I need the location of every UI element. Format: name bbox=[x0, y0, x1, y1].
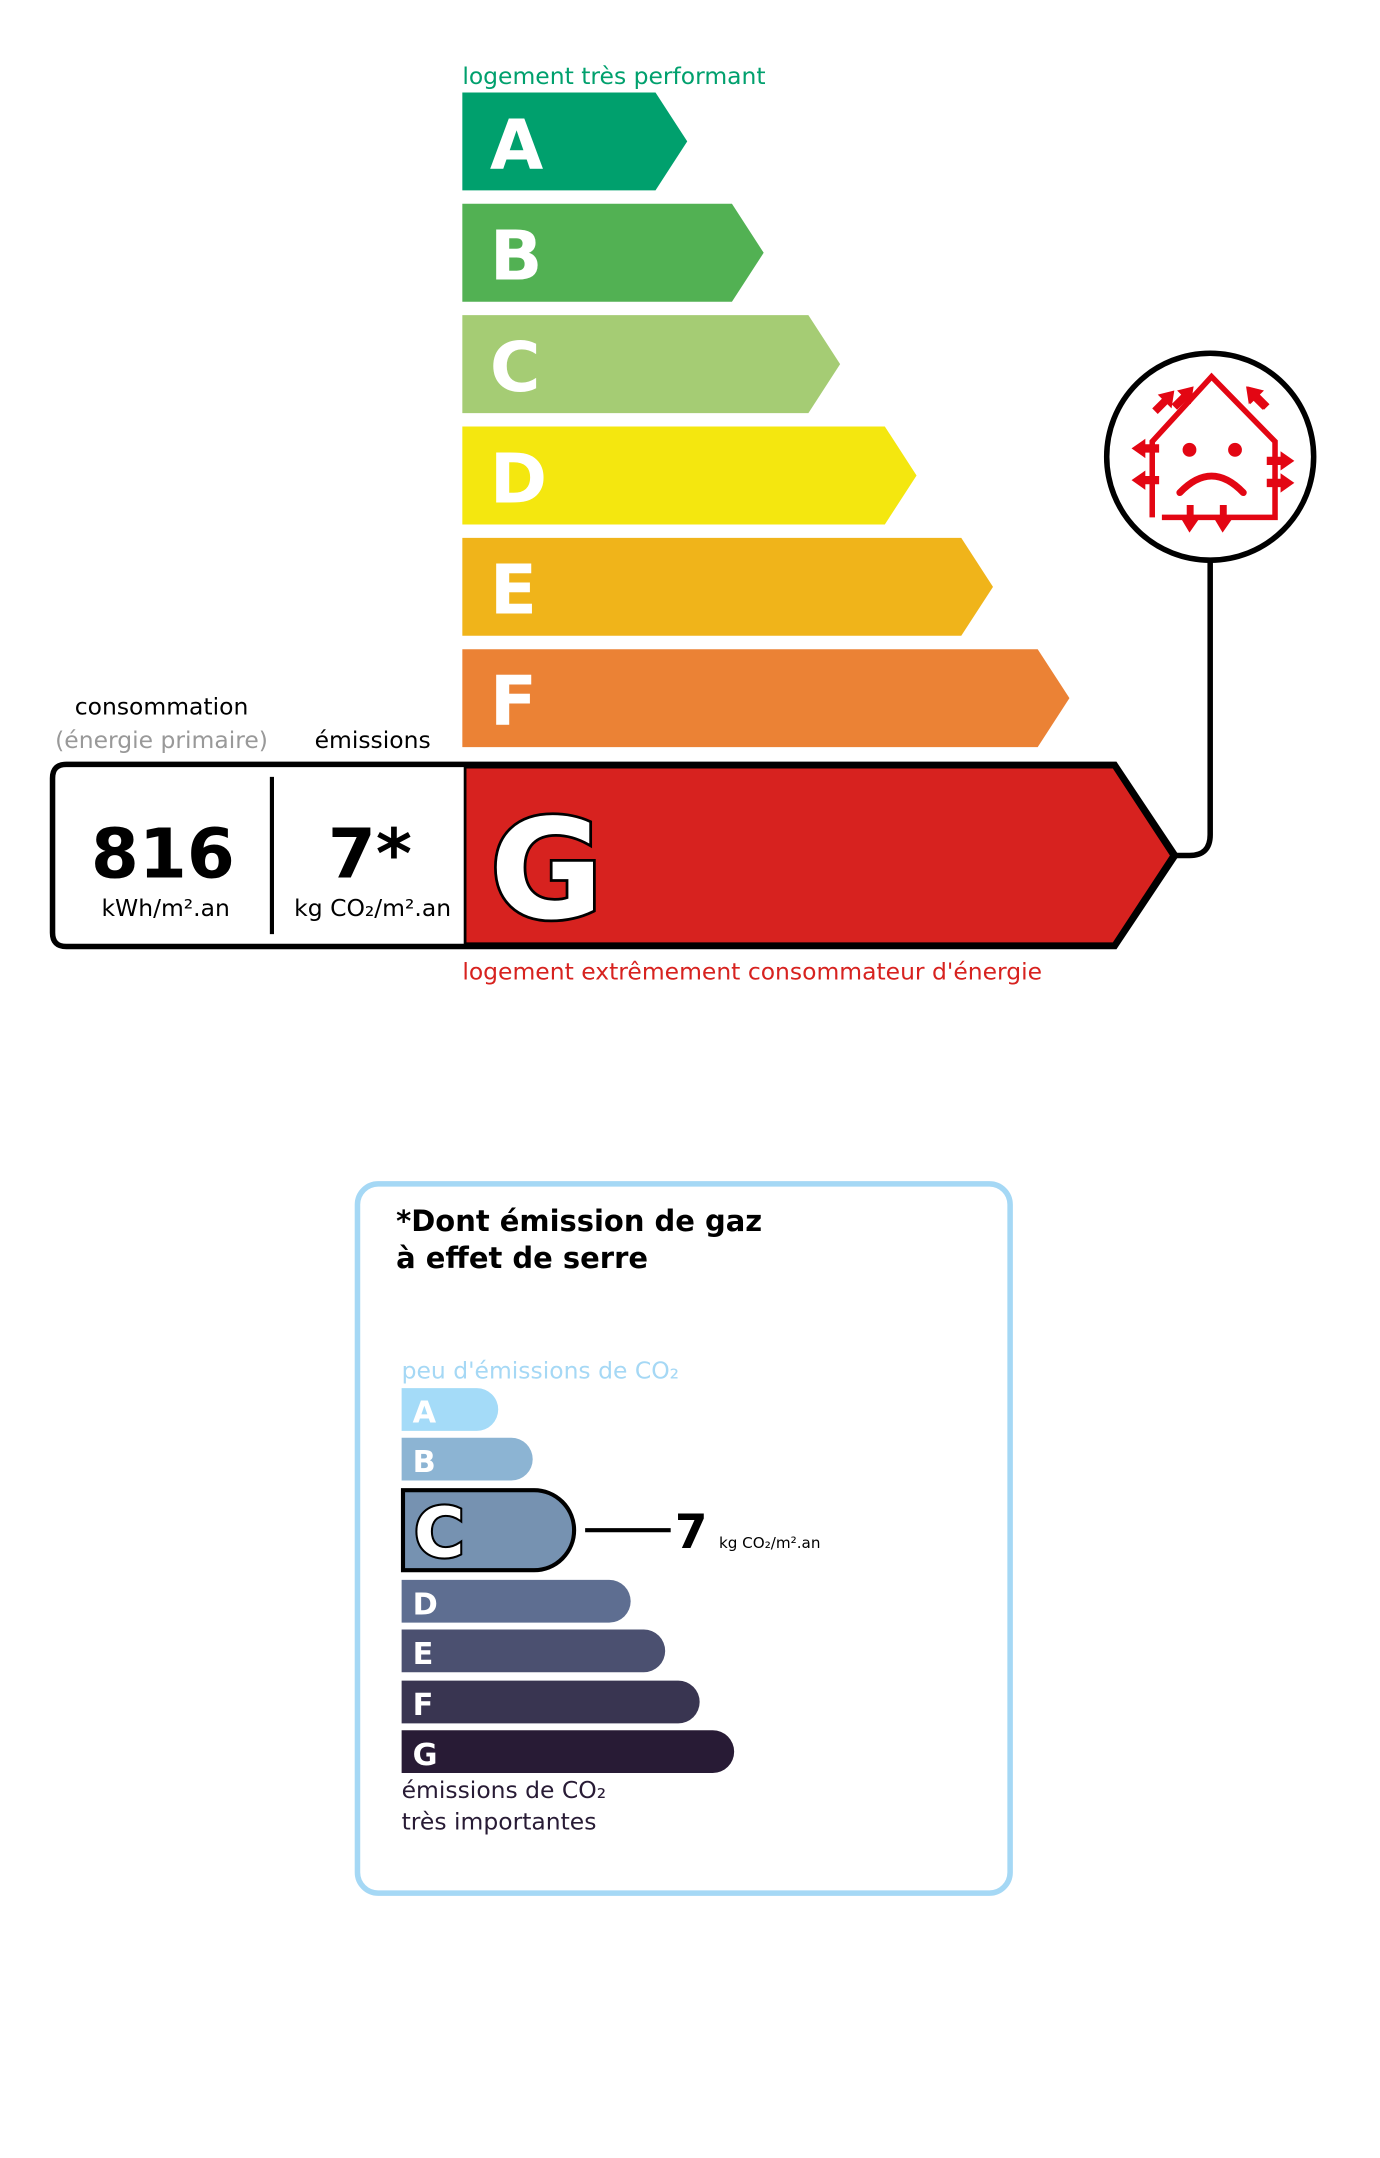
ges-current-class-letter: C bbox=[414, 1493, 465, 1573]
ges-class-letter: E bbox=[413, 1637, 434, 1672]
energy-class-g-bar bbox=[463, 765, 1174, 946]
ges-value: 7 bbox=[675, 1505, 708, 1560]
consumption-unit: kWh/m².an bbox=[101, 894, 229, 922]
energy-bottom-label: logement extrêmement consommateur d'éner… bbox=[462, 958, 1042, 986]
energy-class-d-bar bbox=[462, 426, 917, 525]
energy-class-e-bar bbox=[462, 537, 994, 636]
ges-class-c-bar bbox=[400, 1488, 577, 1573]
ges-class-letter: F bbox=[413, 1688, 434, 1723]
ges-top-label: peu d'émissions de CO₂ bbox=[402, 1356, 679, 1384]
energy-top-label: logement très performant bbox=[462, 62, 765, 90]
emissions-heading: émissions bbox=[315, 726, 431, 754]
ges-class-g-bar bbox=[401, 1730, 735, 1774]
ges-class-b-bar bbox=[401, 1437, 533, 1481]
energy-class-letter: A bbox=[490, 105, 544, 185]
poorly-insulated-house-sad-face-icon bbox=[1103, 350, 1317, 563]
ges-bottom-label-line2: très importantes bbox=[402, 1808, 597, 1836]
energy-class-c-bar bbox=[462, 315, 841, 414]
ges-title-line1: *Dont émission de gaz bbox=[396, 1204, 762, 1238]
emissions-value: 7* bbox=[328, 815, 412, 895]
energy-class-letter: F bbox=[490, 662, 537, 742]
energy-class-letter: D bbox=[490, 439, 547, 519]
ges-unit: kg CO₂/m².an bbox=[719, 1534, 820, 1552]
ges-class-e-bar bbox=[401, 1629, 666, 1673]
energy-class-letter: B bbox=[490, 217, 543, 297]
energy-class-f-bar bbox=[462, 649, 1070, 748]
energy-class-letter: E bbox=[490, 551, 537, 631]
ges-class-a-bar bbox=[401, 1388, 499, 1431]
emissions-unit: kg CO₂/m².an bbox=[294, 894, 451, 922]
consumption-subheading: (énergie primaire) bbox=[55, 726, 268, 754]
energy-class-b-bar bbox=[462, 203, 764, 302]
ges-class-d-bar bbox=[401, 1579, 631, 1623]
ges-bottom-label-line1: émissions de CO₂ bbox=[402, 1776, 607, 1804]
ges-class-letter: B bbox=[413, 1445, 436, 1480]
consumption-heading: consommation bbox=[75, 693, 249, 721]
energy-class-letter: C bbox=[490, 328, 541, 408]
ges-class-letter: D bbox=[413, 1587, 438, 1622]
current-energy-class-letter: G bbox=[490, 790, 603, 951]
ges-class-f-bar bbox=[401, 1680, 700, 1724]
ges-class-letter: G bbox=[413, 1738, 438, 1773]
ges-class-letter: A bbox=[413, 1396, 437, 1431]
icon-connector bbox=[1175, 560, 1213, 859]
energy-class-a-bar bbox=[462, 92, 688, 191]
ges-title-line2: à effet de serre bbox=[396, 1241, 648, 1275]
consumption-value: 816 bbox=[91, 815, 235, 895]
